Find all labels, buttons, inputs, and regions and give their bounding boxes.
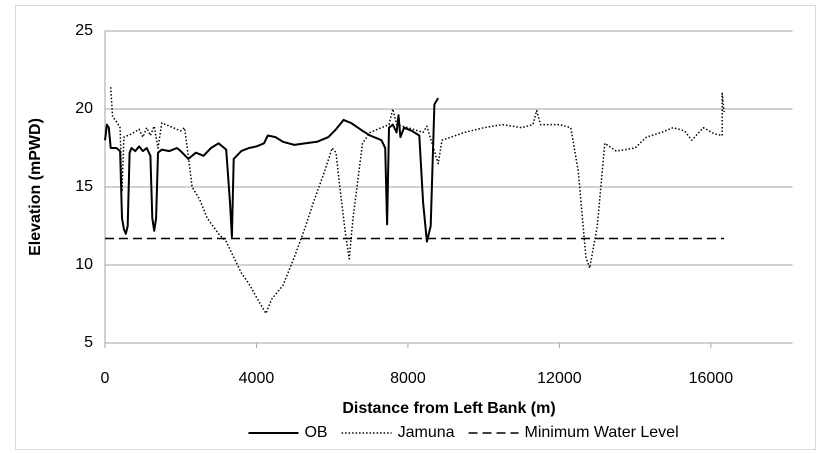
y-tick-label: 10	[75, 256, 93, 273]
x-tick-label: 16000	[689, 370, 734, 387]
x-tick-label: 12000	[537, 370, 582, 387]
legend-label: Jamuna	[398, 424, 455, 441]
y-tick-label: 15	[75, 178, 93, 195]
series-line	[109, 87, 725, 315]
x-tick-label: 8000	[390, 370, 426, 387]
x-axis-title: Distance from Left Bank (m)	[342, 400, 555, 417]
x-tick-label: 4000	[239, 370, 275, 387]
legend-label: OB	[304, 424, 327, 441]
y-tick-label: 25	[75, 22, 93, 39]
series-line	[104, 97, 440, 243]
y-tick-label: 20	[75, 100, 93, 117]
chart-frame	[15, 5, 816, 450]
legend-label: Minimum Water Level	[525, 424, 679, 441]
y-axis-title: Elevation (mPWD)	[27, 118, 44, 256]
x-tick-label: 0	[101, 370, 110, 387]
y-tick-label: 5	[84, 334, 93, 351]
